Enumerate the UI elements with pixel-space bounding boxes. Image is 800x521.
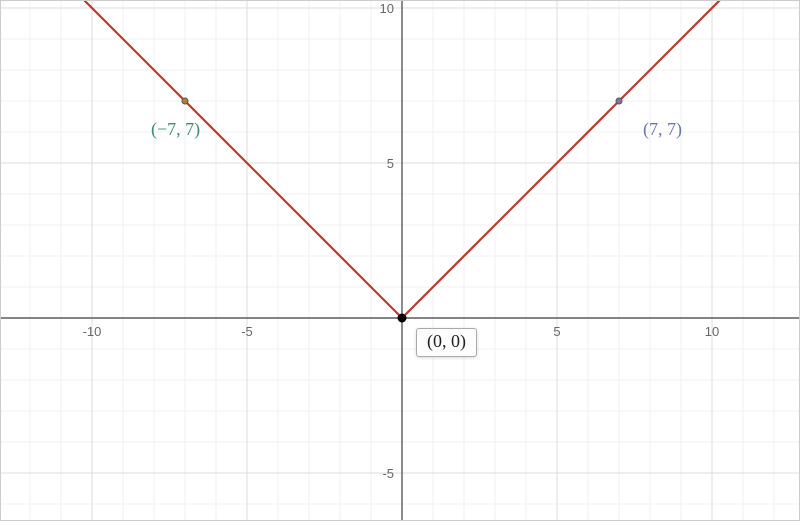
- graph-plot[interactable]: -10-5510-10-55101520 (0, 0) (−7, 7) (7, …: [0, 0, 800, 521]
- svg-text:5: 5: [387, 156, 394, 171]
- svg-text:-5: -5: [382, 466, 394, 481]
- point-label-neg7-7: (−7, 7): [151, 119, 200, 140]
- origin-tooltip: (0, 0): [416, 328, 477, 357]
- svg-text:-5: -5: [241, 324, 253, 339]
- point-label-7-7: (7, 7): [643, 119, 682, 140]
- svg-text:10: 10: [705, 324, 719, 339]
- chart-svg: -10-5510-10-55101520: [0, 0, 800, 521]
- svg-text:-10: -10: [83, 324, 102, 339]
- svg-text:10: 10: [380, 1, 394, 16]
- svg-text:5: 5: [553, 324, 560, 339]
